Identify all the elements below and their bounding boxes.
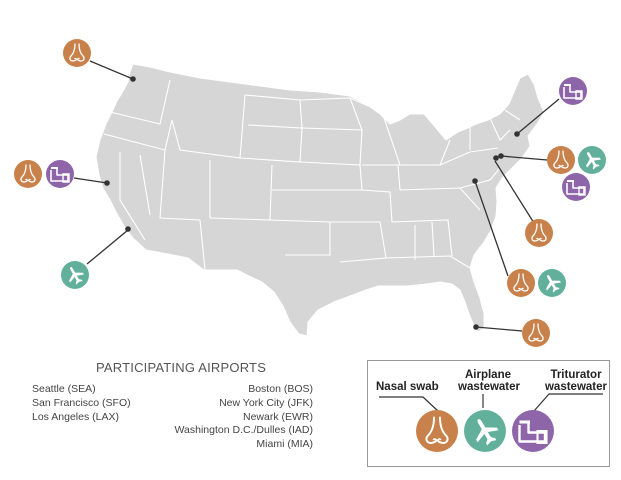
marker-sfo-triturator[interactable] (46, 160, 74, 188)
airport-dot-bos[interactable] (514, 131, 520, 137)
marker-sea-nasal[interactable] (63, 39, 91, 67)
key-triturator-badge (512, 410, 554, 452)
airport-dot-jfk[interactable] (498, 153, 504, 159)
airport-dot-mia[interactable] (473, 324, 479, 330)
legend-title: PARTICIPATING AIRPORTS (96, 360, 267, 375)
airport-dot-ewr[interactable] (493, 155, 499, 161)
marker-sfo-nasal[interactable] (14, 160, 42, 188)
key-nasal-badge (416, 410, 458, 452)
airport-dot-sfo[interactable] (104, 180, 110, 186)
marker-ewr-nasal[interactable] (525, 219, 553, 247)
airport-item: Seattle (SEA) (32, 383, 96, 395)
state-borders (103, 79, 521, 271)
airport-item: San Francisco (SFO) (32, 396, 131, 409)
airport-item: Newark (EWR) (243, 410, 313, 423)
marker-iad-nasal[interactable] (507, 269, 535, 297)
key-graphics (379, 393, 603, 452)
airport-list-east: Boston (BOS) New York City (JFK) Newark … (175, 383, 313, 452)
marker-lax-airplane[interactable] (61, 261, 89, 289)
key-airplane-label: Airplane wastewater (458, 369, 521, 393)
marker-bos-triturator[interactable] (559, 77, 587, 105)
airport-item: Washington D.C./Dulles (IAD) (174, 424, 313, 437)
marker-iad-airplane[interactable] (538, 269, 566, 297)
airport-item: New York City (JFK) (219, 396, 313, 409)
key-nasal-label: Nasal swab (376, 381, 439, 393)
sample-type-key: Nasal swab Airplane wastewater Triturato… (367, 360, 610, 467)
us-mainland-shape (95, 63, 545, 337)
airport-dot-iad[interactable] (472, 178, 478, 184)
airport-item: Miami (MIA) (256, 438, 313, 451)
marker-mia-nasal[interactable] (522, 319, 550, 347)
marker-jfk-airplane[interactable] (578, 146, 606, 174)
airport-list-west: Seattle (SEA) San Francisco (SFO) Los An… (32, 383, 131, 424)
airport-dots (104, 76, 520, 330)
airport-dot-lax[interactable] (125, 226, 131, 232)
marker-jfk-triturator[interactable] (562, 173, 590, 201)
marker-jfk-nasal[interactable] (547, 146, 575, 174)
airport-item: Los Angeles (LAX) (32, 410, 119, 423)
airport-item: Boston (BOS) (248, 383, 313, 395)
airport-dot-sea[interactable] (130, 76, 136, 82)
key-airplane-badge (464, 410, 506, 452)
leader-lines (73, 60, 560, 332)
key-triturator-label: Triturator wastewater (544, 369, 607, 393)
